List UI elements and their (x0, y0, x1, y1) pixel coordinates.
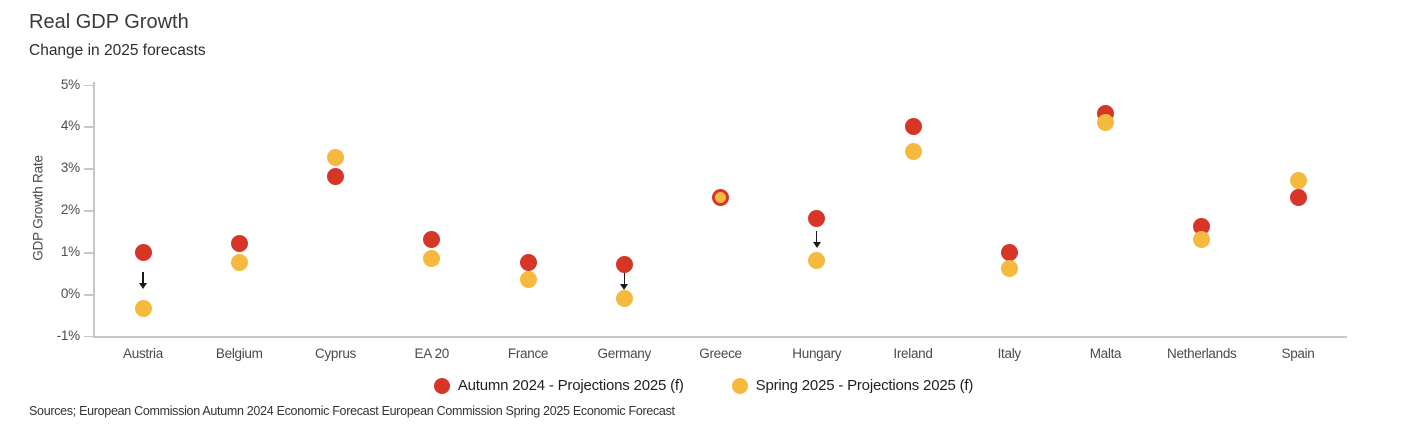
down-arrow-stem (623, 272, 625, 284)
y-tick (84, 335, 93, 338)
dot-spring-germany (615, 289, 633, 307)
dot-spring-cyprus (327, 149, 344, 167)
down-arrow-stem (142, 271, 144, 283)
dot-spring-france (519, 270, 537, 288)
spring-legend-dot-icon (731, 377, 748, 394)
dot-autumn-germany (615, 256, 633, 274)
x-category-label-italy: Italy (997, 346, 1022, 361)
x-axis-line (93, 336, 1347, 338)
y-tick (84, 126, 93, 128)
x-category-label-greece: Greece (699, 346, 742, 361)
y-tick-label: 0% (60, 286, 80, 301)
dot-autumn-italy (1000, 243, 1018, 261)
x-category-label-hungary: Hungary (792, 346, 842, 361)
dot-autumn-ea-20 (423, 231, 441, 249)
dot-spring-belgium (230, 254, 248, 272)
y-tick (84, 252, 93, 254)
down-arrow-head (139, 282, 147, 289)
dot-spring-netherlands (1193, 231, 1211, 249)
dot-autumn-france (519, 254, 537, 272)
x-category-label-netherlands: Netherlands (1167, 346, 1237, 361)
down-arrow-austria (139, 271, 148, 289)
y-tick-label: 1% (60, 244, 80, 260)
dot-spring-ireland (904, 143, 922, 161)
x-category-label-spain: Spain (1281, 346, 1315, 361)
x-category-label-austria: Austria (123, 346, 163, 361)
legend-label: Autumn 2024 - Projections 2025 (f) (457, 377, 684, 394)
dot-autumn-belgium (230, 235, 248, 253)
dot-spring-hungary (808, 251, 826, 269)
down-arrow-head (812, 242, 821, 249)
dot-spring-ea-20 (423, 249, 441, 267)
dot-spring-austria (134, 300, 152, 318)
y-axis-line (93, 82, 95, 336)
x-category-label-belgium: Belgium (215, 346, 263, 361)
y-tick-label: -1% (56, 327, 81, 343)
y-tick (84, 210, 93, 212)
legend: Autumn 2024 - Projections 2025 (f) Spring… (0, 377, 1407, 394)
legend-item-autumn-2024: Autumn 2024 - Projections 2025 (f) (433, 377, 684, 394)
dot-autumn-cyprus (327, 168, 344, 186)
y-tick-label: 4% (60, 118, 80, 134)
down-arrow-germany (620, 272, 629, 290)
legend-label: Spring 2025 - Projections 2025 (f) (755, 377, 974, 394)
dot-spring-italy (1000, 260, 1018, 278)
y-tick (84, 294, 93, 296)
y-tick (84, 84, 93, 86)
chart-subtitle: Change in 2025 forecasts (29, 42, 206, 59)
down-arrow-hungary (812, 231, 821, 249)
source-note: Sources; European Commission Autumn 2024… (29, 404, 675, 418)
y-tick (84, 168, 93, 170)
x-category-label-cyprus: Cyprus (315, 346, 356, 361)
dot-autumn-hungary (808, 210, 826, 228)
autumn-legend-dot-icon (433, 377, 450, 394)
dot-spring-malta (1097, 113, 1114, 131)
x-category-label-germany: Germany (597, 346, 652, 361)
x-category-label-ea-20: EA 20 (414, 346, 450, 361)
down-arrow-head (620, 283, 629, 290)
y-tick-label: 3% (60, 160, 80, 176)
x-category-label-france: France (507, 346, 549, 361)
x-category-label-ireland: Ireland (893, 346, 933, 361)
chart-title: Real GDP Growth (29, 11, 189, 33)
down-arrow-stem (816, 231, 818, 243)
dot-autumn-austria (134, 243, 152, 261)
y-tick-label: 5% (60, 76, 80, 92)
dot-spring-spain (1289, 172, 1307, 190)
x-category-label-malta: Malta (1089, 346, 1122, 361)
dot-autumn-ireland (904, 117, 922, 135)
dot-autumn-spain (1289, 189, 1307, 207)
dot-spring-greece (715, 192, 726, 204)
y-tick-label: 2% (60, 202, 80, 218)
legend-item-spring-2025: Spring 2025 - Projections 2025 (f) (731, 377, 974, 394)
